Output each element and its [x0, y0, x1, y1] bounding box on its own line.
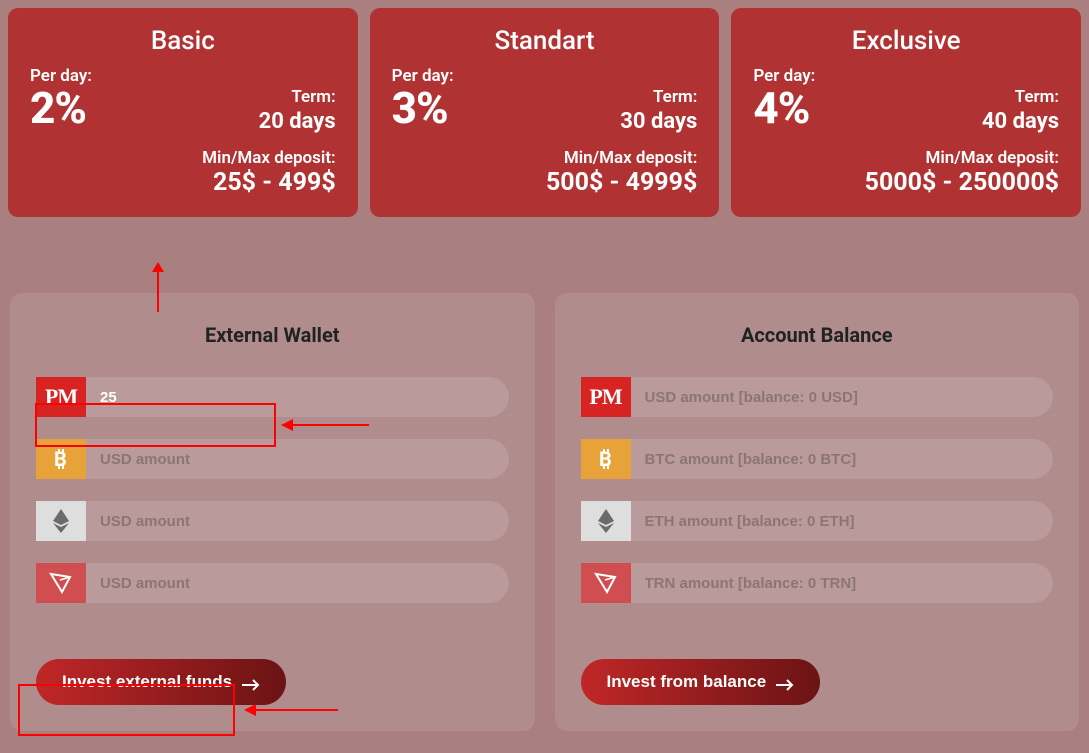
plan-title: Exclusive	[753, 26, 1059, 56]
wallet-row-trx	[36, 563, 509, 603]
external-wallet-title: External Wallet	[36, 323, 509, 347]
plan-card-standart[interactable]: Standart Per day: 3% Term: 30 days Min/M…	[370, 8, 720, 217]
term-value: 30 days	[620, 109, 697, 134]
deposit-value: 25$ - 499$	[30, 168, 336, 197]
account-balance-title: Account Balance	[581, 323, 1054, 347]
wallet-row-pm: PM	[36, 377, 509, 417]
deposit-value: 5000$ - 250000$	[753, 168, 1059, 197]
bitcoin-icon: B	[581, 439, 631, 479]
invest-external-label: Invest external funds	[62, 672, 232, 692]
btc-balance-input[interactable]	[645, 451, 1040, 468]
eth-amount-input[interactable]	[100, 513, 495, 530]
term-label: Term:	[982, 87, 1059, 107]
deposit-label: Min/Max deposit:	[30, 148, 336, 168]
plans-row: Basic Per day: 2% Term: 20 days Min/Max …	[0, 0, 1089, 225]
plan-title: Basic	[30, 26, 336, 56]
svg-text:B: B	[599, 447, 612, 471]
term-label: Term:	[620, 87, 697, 107]
per-day-value: 4%	[753, 82, 815, 134]
invest-external-button[interactable]: Invest external funds	[36, 659, 286, 705]
invest-balance-button[interactable]: Invest from balance	[581, 659, 821, 705]
deposit-value: 500$ - 4999$	[392, 168, 698, 197]
term-label: Term:	[259, 87, 336, 107]
pm-amount-input[interactable]	[100, 389, 495, 406]
deposit-label: Min/Max deposit:	[753, 148, 1059, 168]
tron-icon	[581, 563, 631, 603]
plan-card-basic[interactable]: Basic Per day: 2% Term: 20 days Min/Max …	[8, 8, 358, 217]
wallet-row-eth	[36, 501, 509, 541]
eth-balance-input[interactable]	[645, 513, 1040, 530]
balance-row-trx	[581, 563, 1054, 603]
btc-amount-input[interactable]	[100, 451, 495, 468]
term-value: 20 days	[259, 109, 336, 134]
pm-balance-input[interactable]	[645, 389, 1040, 406]
arrow-right-icon	[242, 676, 260, 688]
trx-balance-input[interactable]	[645, 575, 1040, 592]
balance-row-pm: PM	[581, 377, 1054, 417]
svg-text:B: B	[54, 447, 67, 471]
ethereum-icon	[36, 501, 86, 541]
per-day-value: 3%	[392, 82, 454, 134]
account-balance-panel: Account Balance PM B	[555, 293, 1080, 731]
pm-icon: PM	[581, 377, 631, 417]
pm-icon: PM	[36, 377, 86, 417]
term-value: 40 days	[982, 109, 1059, 134]
bitcoin-icon: B	[36, 439, 86, 479]
invest-balance-label: Invest from balance	[607, 672, 767, 692]
deposit-label: Min/Max deposit:	[392, 148, 698, 168]
wallet-row-btc: B	[36, 439, 509, 479]
per-day-value: 2%	[30, 82, 92, 134]
balance-row-btc: B	[581, 439, 1054, 479]
wallets-row: External Wallet PM B	[0, 225, 1089, 731]
tron-icon	[36, 563, 86, 603]
plan-card-exclusive[interactable]: Exclusive Per day: 4% Term: 40 days Min/…	[731, 8, 1081, 217]
plan-title: Standart	[392, 26, 698, 56]
ethereum-icon	[581, 501, 631, 541]
trx-amount-input[interactable]	[100, 575, 495, 592]
arrow-right-icon	[776, 676, 794, 688]
balance-row-eth	[581, 501, 1054, 541]
external-wallet-panel: External Wallet PM B	[10, 293, 535, 731]
